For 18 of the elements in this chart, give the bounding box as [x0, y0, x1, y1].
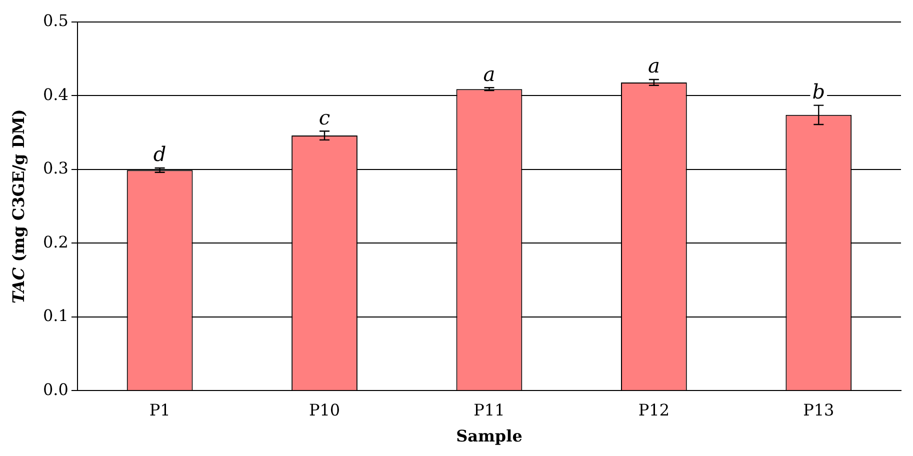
x-axis-title: Sample: [456, 426, 522, 446]
y-tick-label: 0.4: [42, 84, 68, 104]
x-tick-label: P11: [474, 400, 505, 420]
x-tick-label: P12: [638, 400, 670, 420]
x-tick-label: P1: [149, 400, 170, 420]
x-tick-label: P10: [308, 400, 340, 420]
annotation: b: [812, 80, 826, 104]
y-tick-label: 0.1: [42, 306, 68, 326]
y-tick-label: 0.2: [42, 232, 68, 252]
annotation: a: [483, 62, 496, 86]
y-tick-label: 0.0: [42, 380, 68, 399]
y-tick-label: 0.3: [42, 158, 68, 178]
annotation: c: [318, 105, 330, 130]
y-tick-label: 0.5: [42, 11, 68, 30]
x-tick-label: P13: [803, 400, 834, 420]
y-axis-title: TAC (mg C3GE/g DM): [9, 109, 28, 304]
annotation: d: [153, 142, 166, 166]
annotation: a: [648, 54, 660, 78]
